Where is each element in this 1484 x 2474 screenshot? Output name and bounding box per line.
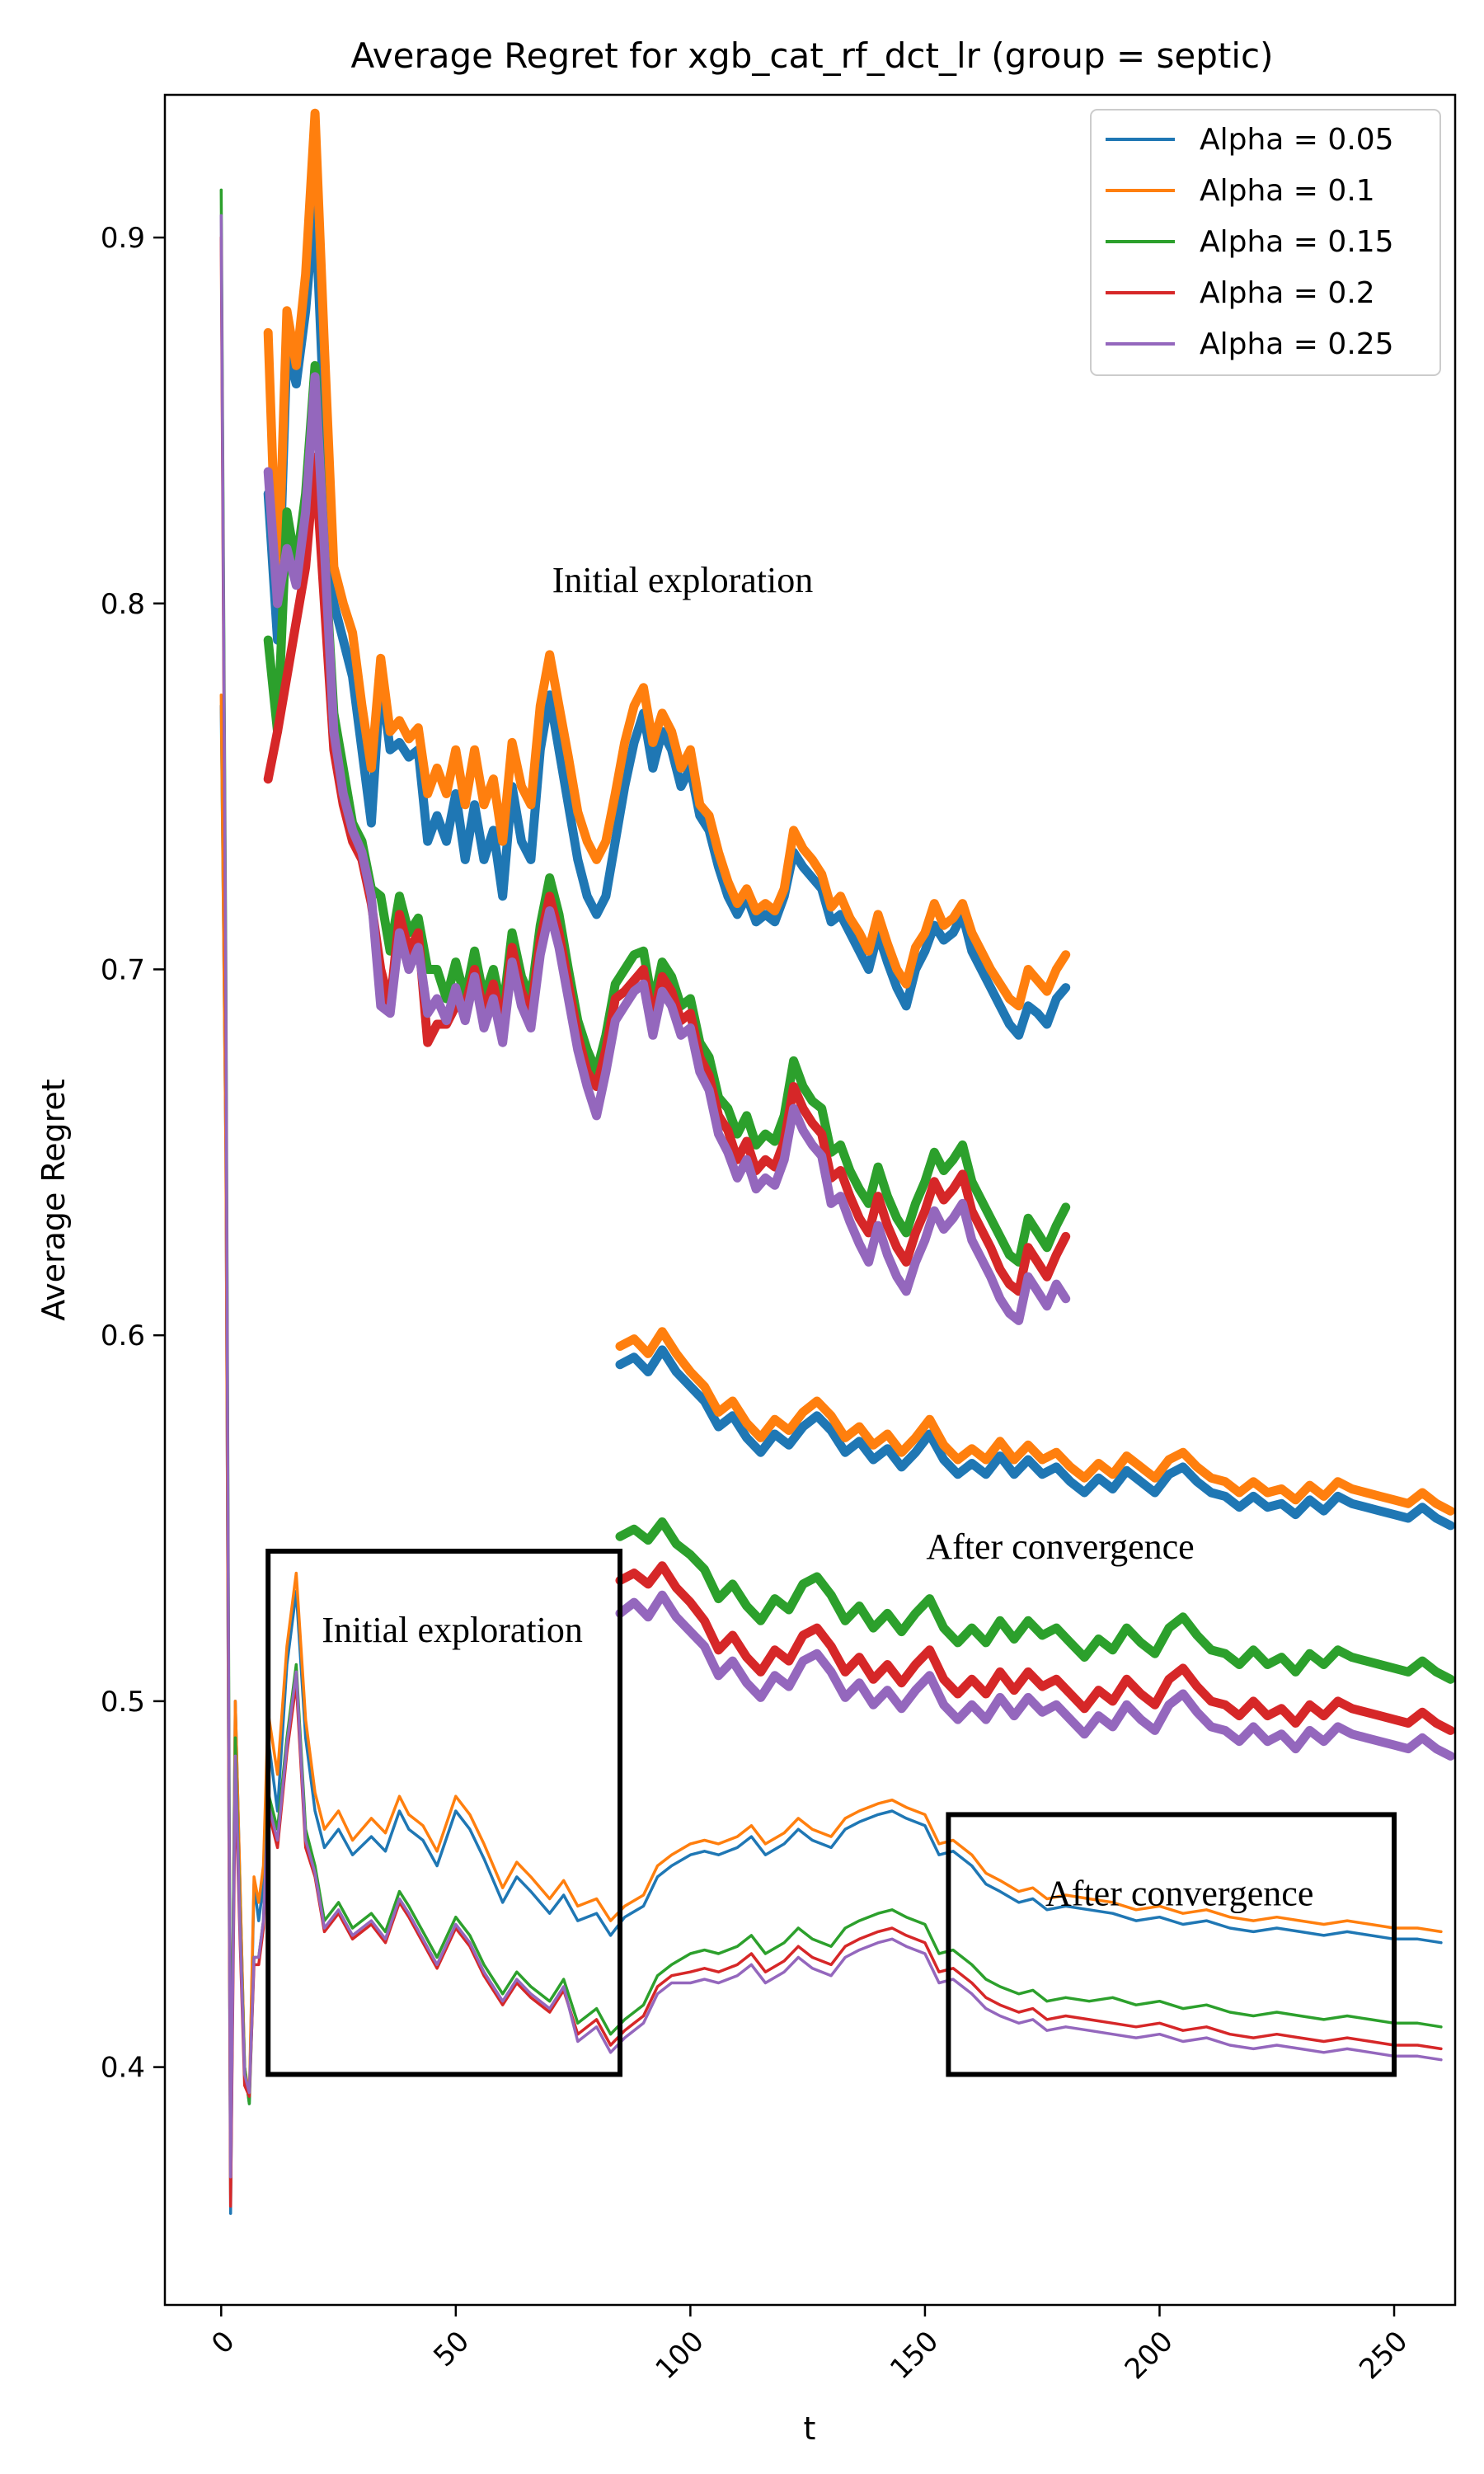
box-label-after-convergence: After convergence — [1045, 1873, 1313, 1913]
x-axis-label: t — [804, 2411, 816, 2447]
legend-box — [1090, 109, 1441, 376]
inset-initial-exploration-line-alpha-0-05 — [263, 196, 1071, 1040]
y-tick-label: 0.8 — [101, 588, 145, 621]
annotations: Initial exploration After convergence Init… — [322, 560, 1313, 1913]
legend-label-alpha-0-05: Alpha = 0.05 — [1200, 123, 1394, 157]
y-tick-label: 0.4 — [101, 2052, 145, 2085]
legend-label-alpha-0-2: Alpha = 0.2 — [1200, 276, 1375, 310]
line-alpha-0-25 — [219, 214, 1443, 2179]
legend-label-alpha-0-1: Alpha = 0.1 — [1200, 174, 1375, 208]
chart-title: Average Regret for xgb_cat_rf_dct_lr (gr… — [350, 35, 1273, 76]
inset-after-convergence-line-alpha-0-2 — [615, 1561, 1455, 1735]
inset-after-convergence-line-alpha-0-1 — [615, 1327, 1455, 1516]
line-alpha-0-1 — [219, 693, 1443, 2197]
legend-label-alpha-0-25: Alpha = 0.25 — [1200, 327, 1394, 361]
legend: Alpha = 0.05 Alpha = 0.1 Alpha = 0.15 Alpha… — [1090, 109, 1441, 376]
inset-after-convergence-line-alpha-0-25 — [615, 1590, 1455, 1761]
zoom-box-initial-exploration — [265, 1548, 623, 2077]
y-tick-label: 0.6 — [101, 1319, 145, 1352]
plot-area — [163, 93, 1457, 2307]
inset-initial-exploration-line-alpha-0-2 — [263, 452, 1071, 1296]
plot-frame — [163, 93, 1457, 2307]
series-lines — [219, 108, 1455, 2215]
inset-label-initial-exploration: Initial exploration — [552, 560, 813, 600]
y-tick-label: 0.9 — [101, 222, 145, 255]
y-tick-label: 0.5 — [101, 1686, 145, 1719]
inset-initial-exploration-line-alpha-0-15 — [263, 360, 1071, 1267]
inset-after-convergence-line-alpha-0-05 — [615, 1345, 1455, 1531]
legend-label-alpha-0-15: Alpha = 0.15 — [1200, 225, 1394, 259]
inset-after-convergence-line-alpha-0-15 — [615, 1517, 1455, 1684]
box-label-initial-exploration: Initial exploration — [322, 1610, 582, 1650]
y-axis-label: Average Regret — [35, 1079, 72, 1320]
y-axis: 0.4 0.5 0.6 0.7 0.8 0.9 — [101, 222, 165, 2085]
inset-label-after-convergence: After convergence — [926, 1526, 1194, 1567]
highlight-boxes — [265, 1548, 1397, 2077]
zoom-box-after-convergence — [946, 1812, 1397, 2077]
y-tick-label: 0.7 — [101, 953, 145, 986]
inset-initial-exploration-line-alpha-0-1 — [263, 108, 1071, 1011]
inset-initial-exploration-line-alpha-0-25 — [263, 372, 1071, 1325]
